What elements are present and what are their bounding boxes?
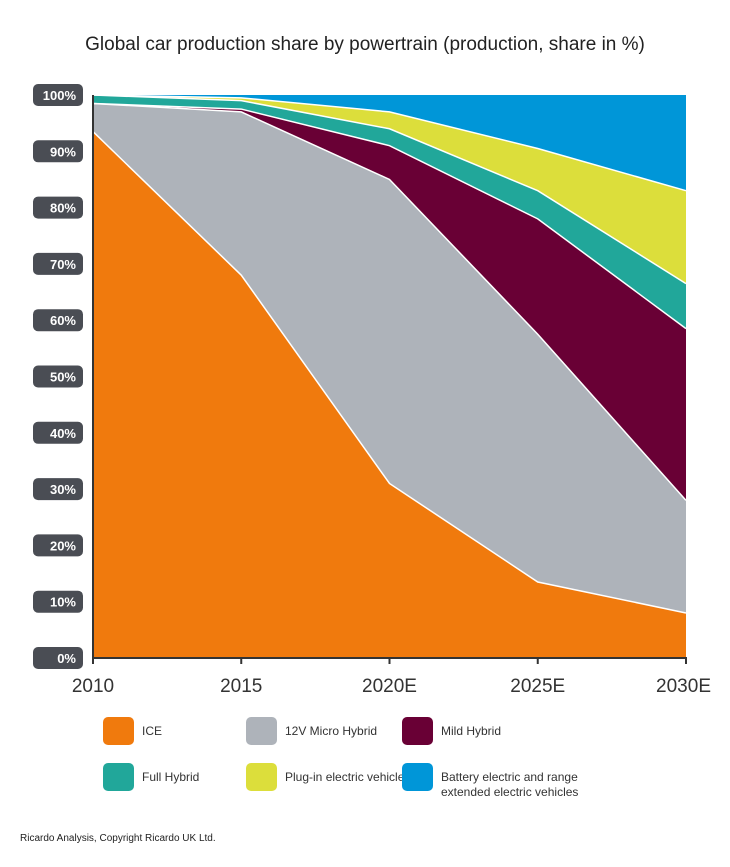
y-tick-text: 90% bbox=[50, 144, 76, 159]
y-tick-label-0-pct: 0% bbox=[33, 647, 83, 669]
x-tick-labels: 2010 2015 2020E 2025E 2030E bbox=[72, 676, 711, 697]
y-tick-badge bbox=[33, 365, 83, 388]
legend-item-battery-electric: Battery electric and range extended elec… bbox=[402, 763, 662, 799]
x-tick-label-2015: 2015 bbox=[220, 676, 262, 697]
y-tick-text: 80% bbox=[50, 201, 76, 216]
y-tick-badge bbox=[33, 84, 83, 106]
legend-label-ice: ICE bbox=[142, 724, 163, 738]
area-ice bbox=[93, 131, 686, 659]
y-tick-text: 70% bbox=[50, 257, 76, 272]
y-tick-badge bbox=[33, 196, 83, 219]
legend-swatch-plug-in bbox=[246, 763, 277, 791]
chart-title: Global car production share by powertrai… bbox=[85, 34, 645, 55]
area-battery-electric-and-range-extended-electric-vehicles bbox=[93, 95, 686, 191]
y-tick-labels: 0% 10% 20% 30% 40% 50% 60% 70% 80% 90% 100% bbox=[33, 84, 83, 669]
legend-label-full-hybrid: Full Hybrid bbox=[142, 770, 200, 784]
legend-item-plug-in: Plug-in electric vehicles bbox=[246, 763, 436, 795]
area-mild-hybrid bbox=[93, 103, 686, 501]
area-plug-in-electric-vehicles bbox=[93, 95, 686, 284]
x-tick-label-2010: 2010 bbox=[72, 676, 114, 697]
legend-label-micro-hybrid: 12V Micro Hybrid bbox=[285, 724, 378, 738]
y-tick-label-10-pct: 10% bbox=[33, 590, 83, 613]
boundary-full-hybrid bbox=[92, 94, 687, 285]
legend-swatch-mild-hybrid bbox=[402, 717, 433, 745]
y-tick-text: 30% bbox=[50, 482, 76, 497]
y-tick-badge bbox=[33, 590, 83, 613]
y-tick-text: 20% bbox=[50, 538, 76, 553]
y-tick-text: 60% bbox=[50, 313, 76, 328]
y-tick-label-60-pct: 60% bbox=[33, 309, 83, 332]
legend-item-ice: ICE bbox=[103, 717, 293, 749]
y-tick-text: 0% bbox=[57, 651, 76, 666]
y-tick-text: 50% bbox=[50, 370, 76, 385]
x-tick-label-2030e: 2030E bbox=[656, 676, 711, 697]
y-tick-label-100-pct: 100% bbox=[33, 84, 83, 106]
y-tick-label-40-pct: 40% bbox=[33, 421, 83, 444]
axis-layer bbox=[92, 95, 687, 664]
area-full-hybrid bbox=[93, 95, 686, 329]
y-tick-label-80-pct: 80% bbox=[33, 196, 83, 219]
legend-label-plug-in: Plug-in electric vehicles bbox=[285, 770, 411, 784]
y-tick-badge bbox=[33, 252, 83, 275]
y-tick-badge bbox=[33, 478, 83, 501]
legend-item-mild-hybrid: Mild Hybrid bbox=[402, 717, 592, 749]
source-note: Ricardo Analysis, Copyright Ricardo UK L… bbox=[20, 833, 216, 844]
y-tick-text: 100% bbox=[43, 88, 77, 103]
y-tick-badge bbox=[33, 309, 83, 332]
x-tick-label-2025e: 2025E bbox=[510, 676, 565, 697]
y-tick-label-20-pct: 20% bbox=[33, 534, 83, 557]
legend-swatch-battery-electric bbox=[402, 763, 433, 791]
y-tick-text: 10% bbox=[50, 595, 76, 610]
boundary-plug-in-electric-vehicles bbox=[92, 94, 687, 192]
area-series-layer bbox=[92, 94, 687, 659]
legend-item-full-hybrid: Full Hybrid bbox=[103, 763, 293, 795]
y-tick-label-50-pct: 50% bbox=[33, 365, 83, 388]
y-tick-label-70-pct: 70% bbox=[33, 252, 83, 275]
y-tick-badge bbox=[33, 140, 83, 163]
boundary-ice bbox=[92, 131, 687, 614]
y-tick-badge bbox=[33, 534, 83, 557]
legend-swatch-ice bbox=[103, 717, 134, 745]
y-tick-badge bbox=[33, 421, 83, 444]
legend-swatch-micro-hybrid bbox=[246, 717, 277, 745]
legend-swatch-full-hybrid bbox=[103, 763, 134, 791]
legend-label-battery-electric: Battery electric and range extended elec… bbox=[441, 770, 579, 799]
y-tick-label-90-pct: 90% bbox=[33, 140, 83, 163]
chart-area: 0%10%20%30%40%50%60%70%80%90%100% 2010 20… bbox=[33, 84, 711, 697]
x-tick-label-2020e: 2020E bbox=[362, 676, 417, 697]
area-12v-micro-hybrid bbox=[93, 103, 686, 613]
legend-label-mild-hybrid: Mild Hybrid bbox=[441, 724, 502, 738]
legend-item-micro-hybrid: 12V Micro Hybrid bbox=[246, 717, 436, 749]
boundary-12v-micro-hybrid bbox=[92, 102, 687, 501]
y-tick-label-30-pct: 30% bbox=[33, 478, 83, 501]
y-tick-badge bbox=[33, 647, 83, 669]
y-tick-text: 40% bbox=[50, 426, 76, 441]
boundary-mild-hybrid bbox=[92, 102, 687, 330]
